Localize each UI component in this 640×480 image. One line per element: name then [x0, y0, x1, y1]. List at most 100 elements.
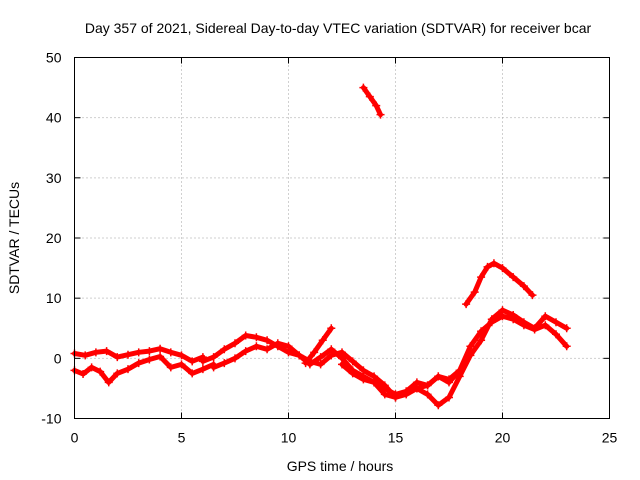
- data-point: [370, 378, 379, 387]
- data-point: [81, 351, 90, 360]
- data-point: [327, 351, 336, 360]
- data-point: [498, 264, 507, 273]
- data-point: [134, 348, 143, 357]
- data-point: [489, 259, 498, 268]
- data-point: [359, 375, 368, 384]
- x-tick-label: 15: [388, 430, 404, 446]
- data-point: [462, 300, 471, 309]
- data-point: [541, 312, 550, 321]
- data-point: [348, 357, 357, 366]
- series-track-7: [359, 83, 385, 119]
- data-point: [391, 393, 400, 402]
- data-point: [412, 384, 421, 393]
- data-point: [498, 312, 507, 321]
- data-point: [134, 359, 143, 368]
- data-point: [316, 360, 325, 369]
- data-point: [376, 110, 385, 119]
- data-point: [252, 333, 261, 342]
- x-axis-title: GPS time / hours: [287, 458, 394, 474]
- data-point: [509, 273, 518, 282]
- x-tick-label: 5: [178, 430, 186, 446]
- data-point: [445, 393, 453, 402]
- data-point: [434, 401, 443, 410]
- data-point: [220, 345, 229, 354]
- y-tick-label: 20: [46, 230, 62, 246]
- data-point: [423, 390, 432, 399]
- data-point: [327, 324, 336, 333]
- data-point: [198, 357, 207, 366]
- data-point: [91, 348, 100, 357]
- axis-ticks: 0 5 10 15 20 25 -10 0 10 20 30 40 50: [41, 50, 617, 446]
- data-point: [552, 330, 560, 339]
- data-point: [156, 344, 165, 353]
- data-point: [380, 390, 389, 399]
- data-point: [241, 331, 250, 340]
- data-point: [273, 339, 282, 348]
- data-point: [477, 273, 486, 282]
- data-point: [263, 345, 272, 354]
- x-tick-label: 10: [281, 430, 297, 446]
- data-point: [359, 366, 368, 375]
- data-point: [284, 342, 293, 351]
- chart-title: Day 357 of 2021, Sidereal Day-to-day VTE…: [85, 20, 592, 36]
- series-track-2: [70, 352, 218, 387]
- data-point: [552, 318, 560, 327]
- data-point: [380, 381, 389, 390]
- data-point: [220, 359, 229, 368]
- data-point: [145, 347, 154, 356]
- data-point: [402, 387, 411, 396]
- data-point: [466, 342, 475, 351]
- data-point: [509, 315, 518, 324]
- data-point: [166, 363, 175, 372]
- y-tick-label: 10: [46, 290, 62, 306]
- data-series: [70, 83, 571, 410]
- data-point: [188, 357, 197, 366]
- series-line: [339, 313, 570, 400]
- data-point: [124, 365, 132, 374]
- data-point: [87, 363, 96, 372]
- data-point: [124, 350, 132, 359]
- y-tick-label: 0: [54, 350, 62, 366]
- x-tick-label: 25: [602, 430, 618, 446]
- data-point: [348, 369, 357, 378]
- data-point: [338, 360, 346, 369]
- series-line: [360, 85, 383, 118]
- data-point: [316, 353, 325, 362]
- data-point: [359, 83, 368, 92]
- data-point: [470, 288, 479, 297]
- data-point: [528, 291, 537, 300]
- data-point: [209, 363, 218, 372]
- data-point: [252, 342, 261, 351]
- series-track-5: [301, 324, 336, 368]
- data-point: [113, 369, 122, 378]
- data-point: [104, 378, 113, 387]
- data-point: [530, 325, 539, 334]
- series-line: [211, 307, 570, 408]
- data-point: [487, 318, 496, 327]
- data-point: [231, 339, 239, 348]
- data-point: [188, 369, 197, 378]
- data-point: [423, 381, 432, 390]
- y-tick-label: 50: [46, 50, 62, 66]
- data-point: [562, 342, 571, 351]
- data-point: [209, 353, 218, 362]
- data-point: [372, 101, 381, 110]
- data-point: [338, 348, 346, 357]
- data-point: [241, 347, 250, 356]
- data-point: [445, 378, 453, 387]
- data-point: [96, 367, 105, 376]
- data-point: [79, 369, 88, 378]
- y-axis-title: SDTVAR / TECUs: [6, 182, 22, 294]
- data-point: [156, 352, 165, 361]
- data-point: [198, 365, 207, 374]
- data-point: [301, 359, 310, 368]
- data-point: [102, 347, 111, 356]
- x-tick-label: 20: [495, 430, 511, 446]
- data-point: [477, 336, 486, 345]
- data-point: [541, 321, 550, 330]
- data-point: [177, 351, 186, 360]
- data-point: [365, 92, 374, 101]
- data-point: [477, 327, 486, 336]
- x-tick-label: 0: [71, 430, 79, 446]
